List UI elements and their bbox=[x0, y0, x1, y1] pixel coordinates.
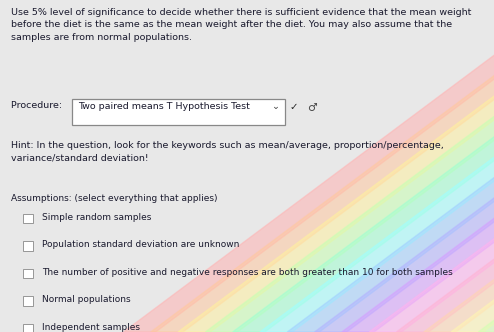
Text: Hint: In the question, look for the keywords such as mean/average, proportion/pe: Hint: In the question, look for the keyw… bbox=[11, 141, 444, 162]
Text: Procedure:: Procedure: bbox=[11, 101, 65, 110]
Polygon shape bbox=[287, 0, 494, 332]
FancyBboxPatch shape bbox=[23, 214, 34, 223]
Text: Independent samples: Independent samples bbox=[42, 323, 140, 332]
FancyBboxPatch shape bbox=[23, 241, 34, 251]
Polygon shape bbox=[233, 0, 494, 332]
Polygon shape bbox=[260, 0, 494, 332]
Text: Two paired means T Hypothesis Test: Two paired means T Hypothesis Test bbox=[78, 102, 250, 111]
Polygon shape bbox=[369, 0, 494, 332]
Polygon shape bbox=[424, 0, 494, 332]
Text: Simple random samples: Simple random samples bbox=[42, 212, 152, 222]
FancyBboxPatch shape bbox=[23, 296, 34, 306]
Polygon shape bbox=[342, 0, 494, 332]
FancyBboxPatch shape bbox=[23, 269, 34, 278]
Text: ⌄: ⌄ bbox=[271, 102, 279, 111]
Polygon shape bbox=[206, 0, 494, 332]
Text: The number of positive and negative responses are both greater than 10 for both : The number of positive and negative resp… bbox=[42, 268, 453, 277]
Text: Population standard deviation are unknown: Population standard deviation are unknow… bbox=[42, 240, 240, 249]
Text: Use 5% level of significance to decide whether there is sufficient evidence that: Use 5% level of significance to decide w… bbox=[11, 8, 471, 42]
Polygon shape bbox=[396, 0, 494, 332]
Polygon shape bbox=[478, 0, 494, 332]
Polygon shape bbox=[178, 0, 494, 332]
Text: ✓: ✓ bbox=[289, 102, 297, 112]
Polygon shape bbox=[451, 0, 494, 332]
Text: Assumptions: (select everything that applies): Assumptions: (select everything that app… bbox=[11, 194, 217, 203]
Polygon shape bbox=[151, 0, 494, 332]
Polygon shape bbox=[124, 0, 494, 332]
Polygon shape bbox=[315, 0, 494, 332]
FancyBboxPatch shape bbox=[72, 99, 285, 124]
FancyBboxPatch shape bbox=[23, 324, 34, 332]
Text: Normal populations: Normal populations bbox=[42, 295, 131, 304]
Text: ♂: ♂ bbox=[307, 103, 317, 113]
